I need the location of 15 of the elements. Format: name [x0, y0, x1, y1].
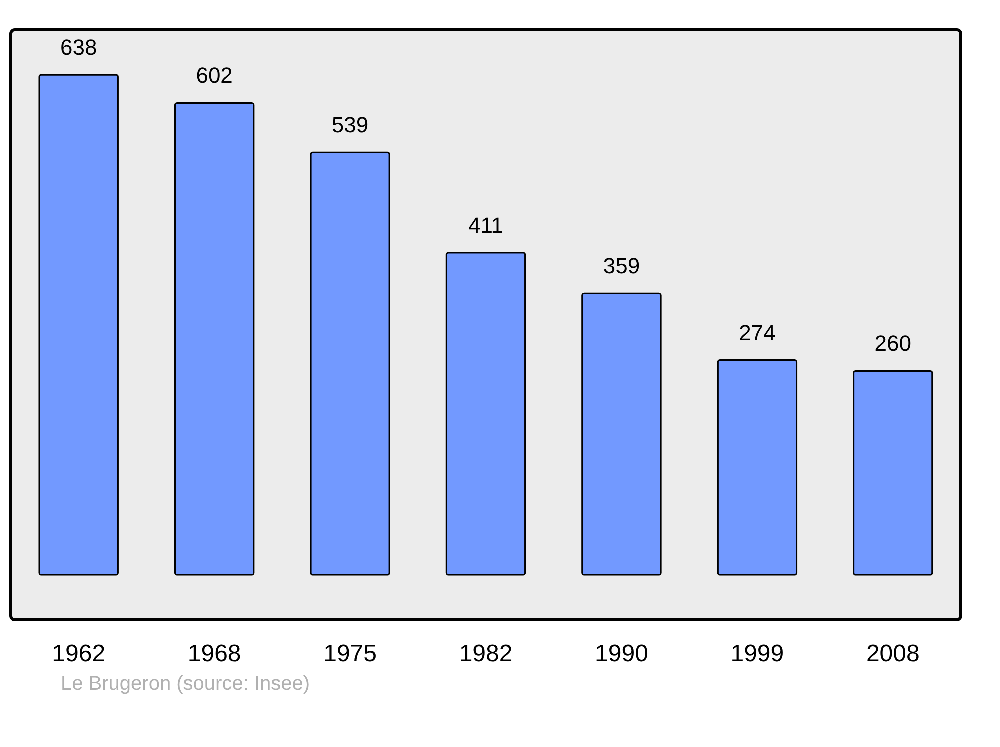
data-label: 539	[332, 112, 369, 138]
data-label: 260	[874, 331, 912, 356]
x-tick-label: 1962	[52, 640, 106, 668]
data-label: 602	[196, 63, 233, 88]
x-tick-label: 1968	[188, 640, 242, 668]
x-tick-label: 2008	[866, 640, 920, 668]
x-tick-label: 1982	[459, 640, 513, 668]
x-tick-label: 1975	[324, 640, 377, 668]
x-tick-label: 1990	[595, 640, 648, 668]
data-label: 638	[60, 35, 98, 60]
data-label: 359	[603, 254, 640, 279]
x-tick-label: 1999	[730, 640, 784, 668]
data-label: 411	[468, 212, 504, 238]
data-label: 274	[739, 320, 776, 346]
text: Le Brugeron (source: Insee)	[61, 673, 310, 695]
